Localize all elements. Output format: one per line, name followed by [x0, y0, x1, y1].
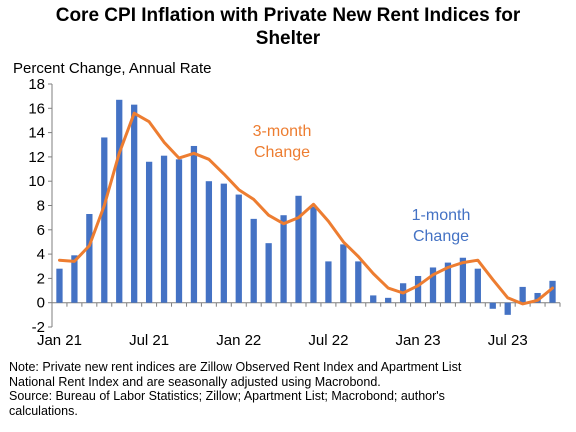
bar	[340, 244, 347, 303]
bar	[205, 181, 213, 303]
note-line-2: National Rent Index and are seasonally a…	[9, 374, 381, 389]
y-tick-label: 14	[28, 125, 45, 142]
bar	[549, 280, 556, 303]
bar	[56, 268, 63, 303]
note-line-4: calculations.	[9, 403, 78, 418]
chart-title-line-2: Shelter	[255, 28, 321, 49]
x-tick-label: Jul 22	[308, 332, 348, 349]
x-tick-label: Jan 21	[37, 332, 82, 349]
bar	[160, 155, 168, 303]
x-tick-label: Jan 22	[216, 332, 261, 349]
bar	[235, 194, 242, 303]
bar	[265, 243, 272, 303]
y-tick-label: 18	[28, 76, 45, 93]
note-line-1: Note: Private new rent indices are Zillo…	[9, 360, 462, 374]
bar	[295, 195, 302, 303]
bar	[175, 159, 183, 303]
y-axis-label: Percent Change, Annual Rate	[13, 60, 212, 77]
bar	[414, 275, 422, 303]
line-series-3-month	[58, 111, 554, 306]
y-tick-label: -2	[32, 319, 45, 336]
bar	[474, 268, 481, 303]
bar	[325, 261, 332, 303]
bar	[385, 297, 392, 303]
y-tick-label: 4	[37, 246, 45, 263]
bar	[310, 206, 317, 303]
bar	[145, 161, 153, 303]
bar	[355, 261, 362, 303]
bar	[519, 286, 526, 303]
bar	[250, 218, 257, 303]
note-line-3: Source: Bureau of Labor Statistics; Zill…	[9, 389, 445, 403]
x-tick-label: Jan 23	[396, 332, 441, 349]
chart-note: Note: Private new rent indices are Zillo…	[9, 360, 569, 418]
x-tick-label: Jul 21	[129, 332, 169, 349]
bar	[220, 183, 227, 303]
bar	[504, 302, 511, 315]
bar	[534, 292, 541, 303]
y-tick-label: 12	[28, 149, 45, 166]
bar	[489, 302, 496, 309]
bar	[116, 99, 123, 303]
bar	[86, 214, 93, 303]
bar	[429, 267, 437, 303]
series-annotation-label: Change	[254, 144, 310, 161]
bar	[280, 215, 287, 303]
y-tick-label: 2	[37, 270, 45, 287]
series-annotation-label: Change	[413, 228, 469, 245]
series-annotation-label: 1-month	[412, 207, 471, 224]
bar	[459, 257, 467, 303]
y-tick-label: 10	[28, 173, 45, 190]
series-annotation-label: 3-month	[253, 123, 312, 140]
x-tick-label: Jul 23	[488, 332, 528, 349]
bar	[71, 255, 78, 303]
chart-title-line-1: Core CPI Inflation with Private New Rent…	[55, 5, 521, 26]
bar	[370, 295, 377, 303]
bar	[190, 145, 198, 303]
bar	[131, 104, 138, 303]
chart-title: Core CPI Inflation with Private New Rent…	[0, 4, 576, 50]
y-tick-label: 16	[28, 100, 45, 117]
bar	[444, 262, 452, 303]
bar	[101, 137, 108, 303]
y-tick-label: 6	[37, 222, 45, 239]
y-tick-label: 8	[37, 198, 45, 215]
y-tick-label: 0	[37, 295, 45, 312]
